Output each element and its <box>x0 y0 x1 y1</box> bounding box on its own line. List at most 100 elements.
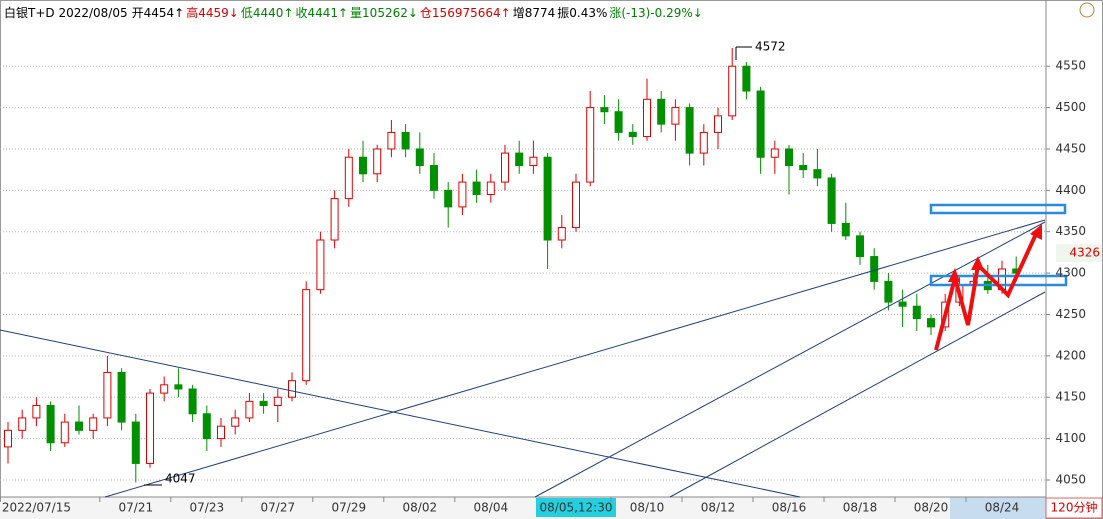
candle-body <box>586 107 595 183</box>
y-tick-label: 4250 <box>1055 307 1086 321</box>
x-axis-strip <box>0 497 1046 519</box>
header: 白银T+D 2022/08/05 开4454↑ 高4459↓ 低4440↑ 收4441↑… <box>4 5 703 20</box>
candle-body <box>884 280 893 303</box>
period-box[interactable] <box>1045 497 1103 519</box>
candle-body <box>18 417 27 431</box>
candle-body <box>813 169 822 179</box>
candle-body <box>714 115 722 133</box>
arrow-head <box>971 256 984 270</box>
candle-body <box>302 289 311 382</box>
candle-body <box>387 131 396 150</box>
candle-body <box>259 400 268 407</box>
trend-line <box>104 219 1046 498</box>
trend-line <box>0 329 801 498</box>
header-item: 低4440↑ <box>241 6 294 20</box>
candle-body <box>359 156 367 175</box>
candle-body <box>103 371 112 419</box>
candle-body <box>799 165 808 171</box>
settings-icon[interactable] <box>1079 2 1095 18</box>
candle-body <box>728 65 737 117</box>
candle-body <box>671 107 680 125</box>
annotation: 4047 <box>165 472 196 486</box>
x-tick-label: 08/10 <box>630 501 665 515</box>
annotation: 4572 <box>755 40 786 54</box>
candle-body <box>444 189 453 208</box>
candle-body <box>870 256 879 282</box>
y-tick-label: 4350 <box>1055 224 1086 238</box>
header-item: 仓156975664↑ <box>420 6 511 20</box>
candle-body <box>117 371 126 423</box>
candle-body <box>245 400 254 419</box>
period-label[interactable]: 120分钟 <box>1051 500 1098 515</box>
candle-body <box>614 111 623 133</box>
x-cursor-label-bg <box>536 498 616 517</box>
x-tick-label: 08/12 <box>701 501 736 515</box>
candle-body <box>75 421 83 431</box>
x-tick-label: 07/29 <box>332 501 367 515</box>
candle-body <box>770 148 779 158</box>
y-tick-label: 4500 <box>1055 100 1086 114</box>
x-tick-label: 08/18 <box>843 501 878 515</box>
candle-body <box>472 181 481 195</box>
header-item: 涨(-13)-0.29%↓ <box>609 5 702 20</box>
price-tag-bg <box>1056 244 1102 262</box>
candle-body <box>174 384 183 390</box>
candle-body <box>288 380 296 398</box>
candle-body <box>685 107 694 154</box>
y-tick-label: 4050 <box>1055 473 1086 487</box>
x-tick-label: 08/16 <box>772 501 807 515</box>
candle-body <box>89 417 98 431</box>
candle-body <box>4 429 12 448</box>
candle-body <box>188 388 197 415</box>
header-item: 收4441↑ <box>295 6 348 20</box>
candle-body <box>330 198 339 241</box>
header-item: 白银T+D 2022/08/05 <box>4 5 128 20</box>
y-tick-label: 4100 <box>1055 431 1086 445</box>
candle-body <box>344 156 353 200</box>
candle-body <box>415 148 424 167</box>
candle-body <box>146 392 154 464</box>
candle-body <box>557 227 566 241</box>
candle-body <box>657 98 666 125</box>
candle-body <box>46 405 55 444</box>
candle-body <box>572 181 580 229</box>
x-tick-label: 07/27 <box>261 501 296 515</box>
x-tick-label: 08/04 <box>474 501 509 515</box>
candle-body <box>543 156 552 241</box>
candle-body <box>231 417 240 427</box>
candle-body <box>458 181 467 208</box>
candle-body <box>529 156 538 167</box>
header-item: 振0.43% <box>557 6 607 20</box>
y-tick-label: 4200 <box>1055 348 1086 362</box>
header-item: 高4459↓ <box>186 5 239 20</box>
candle-body <box>628 131 637 138</box>
zone-box <box>929 203 1067 215</box>
candle-body <box>501 152 509 183</box>
forecast-path <box>934 233 1038 351</box>
x-tick-label: 08/05,12:30 <box>540 501 613 515</box>
trend-line <box>669 291 1046 498</box>
header-item: 开4454↑ <box>132 6 185 20</box>
candle-body <box>841 222 850 237</box>
y-tick-label: 4550 <box>1055 59 1086 73</box>
candle-body <box>600 107 609 113</box>
candles <box>4 48 1021 483</box>
candle-body <box>827 177 836 224</box>
candle-body <box>643 98 651 138</box>
candle-body <box>699 131 708 154</box>
y-tick-label: 4450 <box>1055 141 1086 155</box>
candle-body <box>898 301 907 307</box>
candle-body <box>316 239 325 291</box>
arrow-head <box>1030 224 1042 240</box>
candle-body <box>856 235 864 258</box>
y-tick-label: 4300 <box>1055 266 1086 280</box>
candle-body <box>785 148 793 167</box>
candle-body <box>60 421 69 444</box>
y-tick-label: 4400 <box>1055 183 1086 197</box>
candle-body <box>430 165 438 191</box>
x-tick-label: 2022/07/15 <box>2 501 71 515</box>
candle-body <box>742 65 751 92</box>
